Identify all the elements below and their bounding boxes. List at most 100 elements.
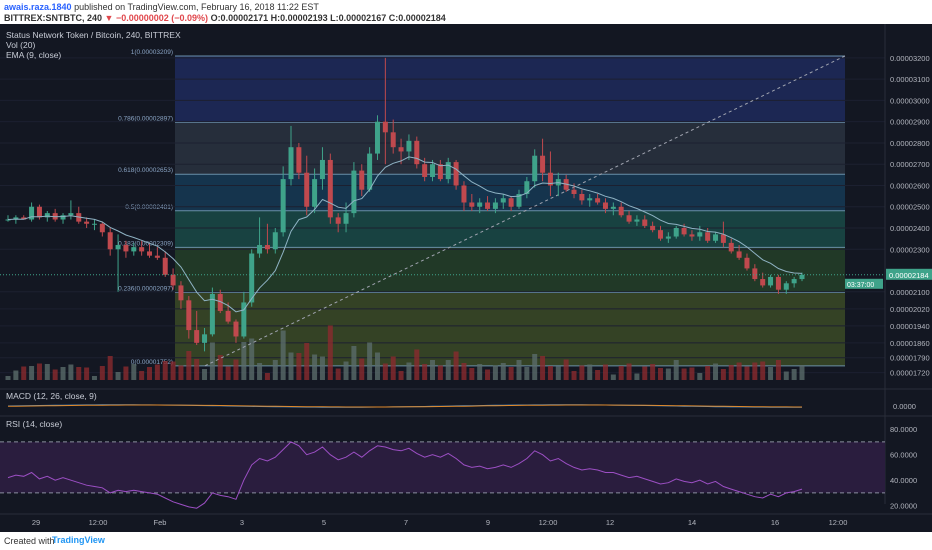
candle-body[interactable] <box>673 228 679 237</box>
candle-body[interactable] <box>147 251 153 256</box>
candle-body[interactable] <box>752 268 758 280</box>
candle-body[interactable] <box>744 257 750 269</box>
candle-body[interactable] <box>587 198 593 201</box>
candle-body[interactable] <box>508 198 514 207</box>
candle-body[interactable] <box>162 257 168 275</box>
candle-body[interactable] <box>233 321 239 337</box>
candle-body[interactable] <box>453 162 459 186</box>
candle-body[interactable] <box>68 213 74 216</box>
candle-body[interactable] <box>194 330 200 343</box>
candle-body[interactable] <box>485 202 491 209</box>
candle-body[interactable] <box>382 121 388 133</box>
candle-body[interactable] <box>500 198 506 203</box>
candle-body[interactable] <box>390 132 396 148</box>
candle-body[interactable] <box>60 215 66 220</box>
candle-body[interactable] <box>657 230 663 239</box>
candle-body[interactable] <box>783 283 789 290</box>
candle-body[interactable] <box>665 236 671 239</box>
candle-body[interactable] <box>799 274 805 280</box>
candle-body[interactable] <box>430 164 436 177</box>
candle-body[interactable] <box>257 245 263 254</box>
candle-body[interactable] <box>351 170 357 214</box>
tradingview-logo[interactable]: TradingView <box>52 535 105 545</box>
candle-body[interactable] <box>154 255 160 258</box>
candle-body[interactable] <box>618 206 624 216</box>
candle-body[interactable] <box>728 242 734 252</box>
candle-body[interactable] <box>264 245 270 250</box>
candle-body[interactable] <box>461 185 467 203</box>
candle-body[interactable] <box>272 232 278 250</box>
candle-body[interactable] <box>217 293 223 311</box>
candle-body[interactable] <box>209 293 215 335</box>
candle-body[interactable] <box>736 251 742 258</box>
candle-body[interactable] <box>697 232 703 237</box>
author-link[interactable]: awais.raza.1840 <box>4 2 72 12</box>
candle-body[interactable] <box>107 232 113 250</box>
candle-body[interactable] <box>123 245 129 252</box>
candle-body[interactable] <box>115 245 121 250</box>
candle-body[interactable] <box>713 234 719 241</box>
candle-body[interactable] <box>705 232 711 241</box>
candle-body[interactable] <box>595 198 601 203</box>
candle-body[interactable] <box>422 164 428 177</box>
candle-body[interactable] <box>359 170 365 190</box>
candle-body[interactable] <box>304 172 310 207</box>
candle-body[interactable] <box>139 247 145 252</box>
candle-body[interactable] <box>720 234 726 243</box>
candle-body[interactable] <box>398 147 404 152</box>
price-axis[interactable]: 0.00003200 0.00003100 0.00003000 0.00002900… <box>845 24 932 504</box>
candle-body[interactable] <box>650 225 656 231</box>
candle-body[interactable] <box>36 206 42 218</box>
candle-body[interactable] <box>532 155 538 182</box>
candle-body[interactable] <box>44 213 50 218</box>
candle-body[interactable] <box>319 159 325 180</box>
candle-body[interactable] <box>296 147 302 173</box>
candle-body[interactable] <box>202 334 208 343</box>
candle-body[interactable] <box>249 253 255 303</box>
fib-trend-line[interactable] <box>204 55 846 367</box>
candle-body[interactable] <box>610 206 616 209</box>
candle-body[interactable] <box>681 228 687 235</box>
candle-body[interactable] <box>516 193 522 207</box>
candle-body[interactable] <box>178 285 184 301</box>
candle-body[interactable] <box>477 202 483 207</box>
candle-body[interactable] <box>768 276 774 286</box>
candle-body[interactable] <box>288 147 294 180</box>
candle-body[interactable] <box>91 223 97 225</box>
candle-body[interactable] <box>634 219 640 222</box>
candle-body[interactable] <box>791 279 797 284</box>
candle-body[interactable] <box>492 202 498 209</box>
candle-body[interactable] <box>642 219 648 226</box>
candle-body[interactable] <box>241 302 247 337</box>
candle-body[interactable] <box>414 140 420 165</box>
candle-body[interactable] <box>775 276 781 290</box>
candle-body[interactable] <box>99 223 105 233</box>
candle-body[interactable] <box>760 279 766 286</box>
candle-body[interactable] <box>540 155 546 173</box>
candle-body[interactable] <box>571 189 577 194</box>
candle-body[interactable] <box>5 219 11 221</box>
candle-body[interactable] <box>445 162 451 180</box>
candle-body[interactable] <box>170 274 176 286</box>
candle-body[interactable] <box>437 164 443 180</box>
candle-body[interactable] <box>374 121 380 154</box>
candle-body[interactable] <box>469 202 475 207</box>
candle-body[interactable] <box>689 234 695 237</box>
candle-body[interactable] <box>367 153 373 190</box>
candle-body[interactable] <box>280 179 286 233</box>
candle-body[interactable] <box>547 172 553 186</box>
candle-body[interactable] <box>29 206 35 220</box>
candle-body[interactable] <box>579 193 585 201</box>
candle-body[interactable] <box>327 159 333 218</box>
time-axis[interactable]: 29 12:00 Feb 3 5 7 9 12:00 12 14 16 12:00 <box>0 513 932 527</box>
candle-body[interactable] <box>406 140 412 152</box>
trend-line[interactable] <box>204 55 846 367</box>
fib-retracement[interactable]: 1(0.00003209) 0.786(0.00002897) 0.618(0.00… <box>118 49 845 367</box>
chart-svg[interactable]: 1(0.00003209) 0.786(0.00002897) 0.618(0.00… <box>0 24 932 532</box>
candle-body[interactable] <box>131 247 137 252</box>
candle-body[interactable] <box>186 300 192 331</box>
chart-area[interactable]: 1(0.00003209) 0.786(0.00002897) 0.618(0.00… <box>0 24 932 532</box>
candle-body[interactable] <box>626 215 632 222</box>
candle-body[interactable] <box>21 217 27 220</box>
candle-body[interactable] <box>84 221 90 224</box>
